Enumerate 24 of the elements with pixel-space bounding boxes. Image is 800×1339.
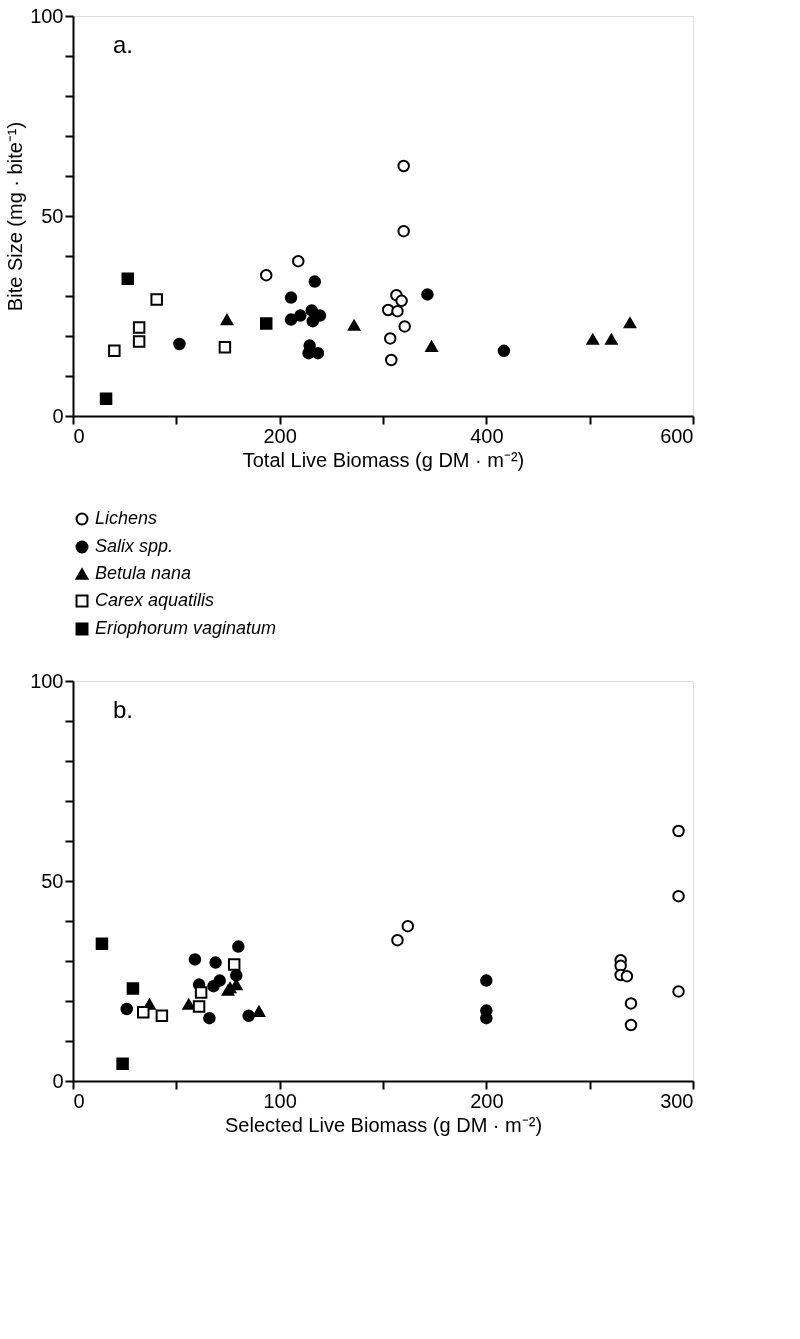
- y-axis-title: Bite Size (mg · bite⁻¹): [4, 121, 27, 312]
- y-tick-label: 0: [52, 404, 64, 427]
- y-tick-label: 100: [30, 669, 64, 692]
- legend-label: Eriophorum vaginatum: [95, 618, 277, 638]
- x-tick-label: 200: [263, 424, 297, 447]
- y-tick-label: 50: [41, 869, 64, 892]
- x-axis-title: Total Live Biomass (g DM · m⁻²): [242, 448, 525, 471]
- y-tick-label: 0: [52, 1069, 64, 1092]
- x-axis-title: Selected Live Biomass (g DM · m⁻²): [224, 1113, 543, 1136]
- x-tick-label: 0: [73, 1089, 85, 1112]
- y-tick-label: 50: [41, 204, 64, 227]
- x-tick-label: 100: [263, 1089, 297, 1112]
- x-tick-label: 600: [660, 424, 694, 447]
- x-tick-label: 400: [470, 424, 504, 447]
- legend-label: Betula nana: [95, 563, 192, 583]
- y-tick-label: 100: [30, 4, 64, 27]
- annotation: a.: [113, 31, 134, 58]
- x-tick-label: 200: [470, 1089, 504, 1112]
- x-tick-label: 300: [660, 1089, 694, 1112]
- legend-label: Carex aquatilis: [95, 590, 215, 610]
- legend-label: Lichens: [95, 508, 158, 528]
- legend-label: Salix spp.: [95, 536, 174, 556]
- x-tick-label: 0: [73, 424, 85, 447]
- annotation: b.: [113, 696, 134, 723]
